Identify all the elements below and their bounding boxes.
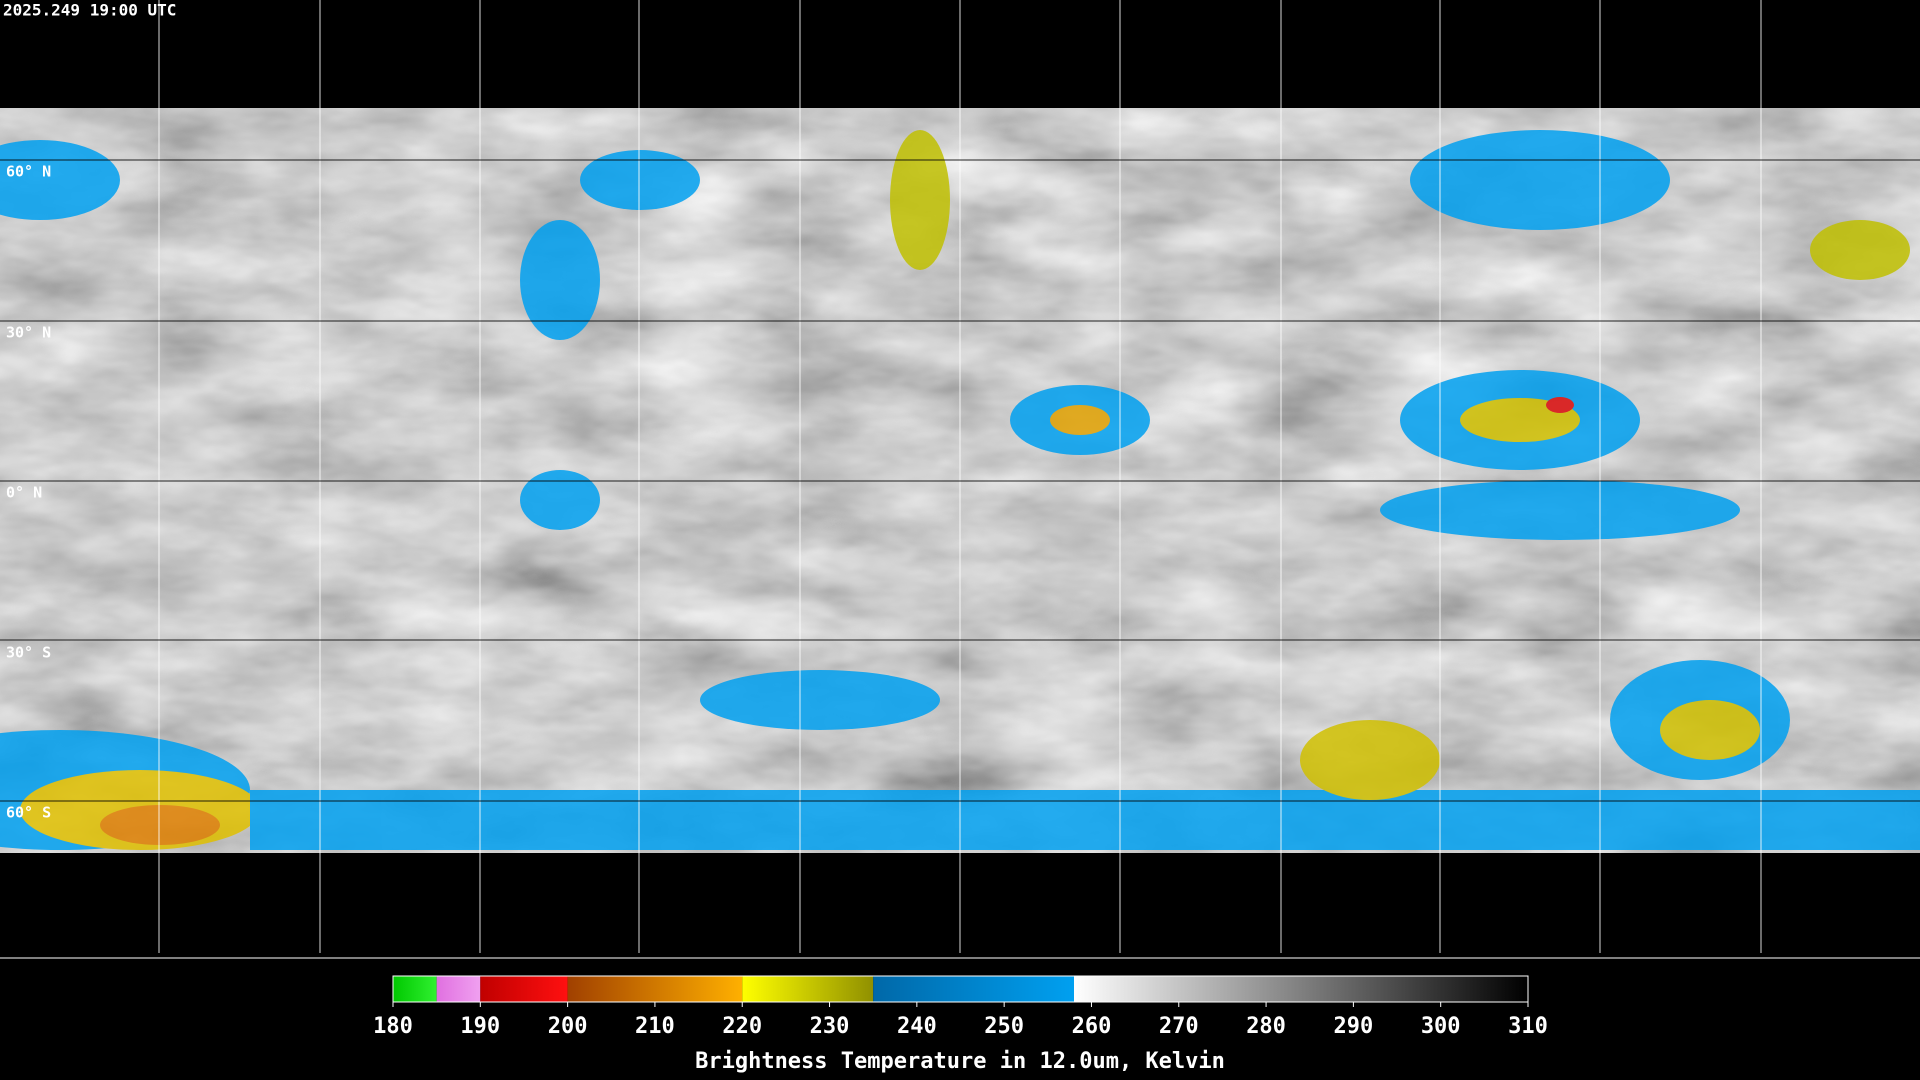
colorbar-tick-label: 260 (1072, 1014, 1112, 1039)
colorbar-tick-label: 240 (897, 1014, 937, 1039)
colorbar-tick-label: 310 (1508, 1014, 1548, 1039)
latitude-labels: 60° N 30° N 0° N 30° S 60° S (6, 163, 51, 822)
colorbar-band (742, 976, 874, 1002)
colorbar-tick-label: 290 (1334, 1014, 1374, 1039)
colorbar-tick-label: 180 (373, 1014, 413, 1039)
colorbar-frame (392, 975, 1529, 1003)
latitude-label: 30° S (6, 644, 51, 662)
colorbar-tick-label: 190 (460, 1014, 500, 1039)
colorbar-band (480, 976, 568, 1002)
timestamp: 2025.249 19:00 UTC (3, 1, 176, 20)
latitude-label: 60° N (6, 163, 51, 181)
colorbar-tick-label: 250 (984, 1014, 1024, 1039)
colorbar-band (393, 976, 437, 1002)
colorbar-tick-label: 210 (635, 1014, 675, 1039)
cold-cloud-tops (0, 130, 1920, 850)
latitude-label: 60° S (6, 804, 51, 822)
colorbar-tick-label: 280 (1246, 1014, 1286, 1039)
graticule (0, 0, 1920, 959)
colorbar-band (873, 976, 1074, 1002)
colorbar-tick-label: 270 (1159, 1014, 1199, 1039)
latitude-label: 0° N (6, 484, 42, 502)
colorbar-band (436, 976, 481, 1002)
colorbar-tick-label: 200 (548, 1014, 588, 1039)
colorbar: 180 190 200 210 220 230 240 250 260 270 280 290 300 3… (373, 976, 1548, 1039)
colorbar-tick-label: 300 (1421, 1014, 1461, 1039)
colorbar-band (1074, 976, 1528, 1002)
latitude-label: 30° N (6, 324, 51, 342)
colorbar-band (567, 976, 743, 1002)
colorbar-tick-label: 220 (722, 1014, 762, 1039)
colorbar-tick-label: 230 (810, 1014, 850, 1039)
colorbar-title: Brightness Temperature in 12.0um, Kelvin (695, 1049, 1225, 1074)
